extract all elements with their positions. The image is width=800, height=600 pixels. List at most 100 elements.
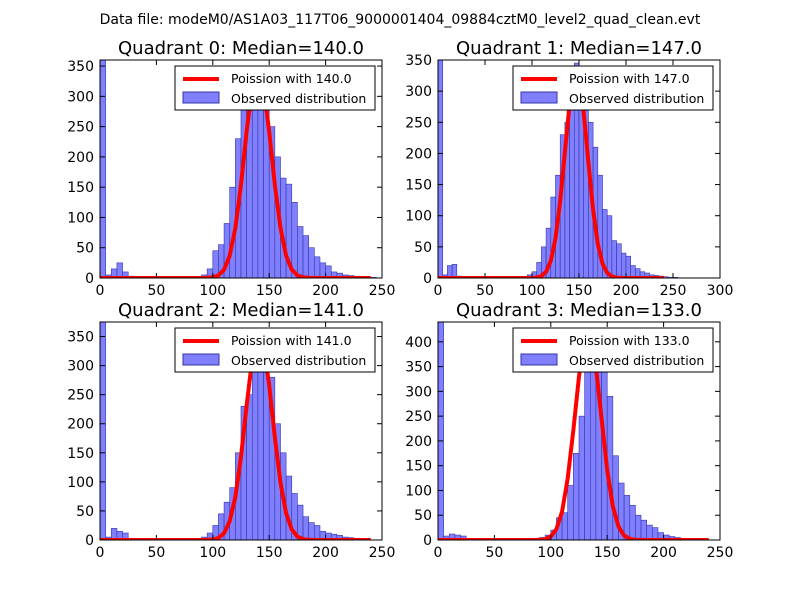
quadrant-2-bar — [302, 516, 309, 540]
quadrant-3-y-tick-label: 200 — [405, 434, 432, 450]
quadrant-2-y-tick-label: 350 — [67, 330, 94, 346]
quadrant-0-plot: Quadrant 0: Median=140.0 0 50 100 150 200 250… — [67, 38, 395, 299]
quadrant-0-y-tick-label: 50 — [76, 241, 94, 257]
quadrant-0-bar — [297, 226, 304, 278]
quadrant-3-y-tick-label: 150 — [405, 459, 432, 475]
quadrant-1-x-tick-label: 150 — [566, 283, 593, 299]
figure-title: Data file: modeM0/AS1A03_117T06_90000014… — [100, 12, 701, 28]
quadrant-2-bar — [251, 371, 259, 540]
quadrant-3-bar — [584, 366, 591, 540]
quadrant-0-x-tick-label: 250 — [369, 283, 396, 299]
quadrant-3-bar — [640, 519, 647, 540]
quadrant-0-y-tick-label: 100 — [67, 210, 94, 226]
quadrant-1-x-tick-label: 300 — [707, 283, 734, 299]
quadrant-1-y-tick-label: 350 — [405, 53, 432, 69]
quadrant-3-legend: Poission with 133.0 Observed distribution — [512, 327, 714, 373]
quadrant-1-legend-poisson-label: Poission with 147.0 — [569, 71, 690, 86]
quadrant-2-title: Quadrant 2: Median=141.0 — [118, 300, 364, 321]
quadrant-2-x-tick-label: 200 — [312, 545, 339, 561]
quadrant-1-bar — [606, 215, 613, 278]
quadrant-3-title: Quadrant 3: Median=133.0 — [456, 300, 702, 321]
quadrant-3-bar — [635, 514, 642, 540]
quadrant-2-y-tick-label: 0 — [85, 533, 94, 549]
quadrant-3-x-tick-label: 250 — [707, 545, 734, 561]
quadrant-1-title: Quadrant 1: Median=147.0 — [456, 38, 702, 59]
quadrant-3-legend-poisson-label: Poission with 133.0 — [569, 333, 690, 348]
quadrant-0-bar — [302, 235, 309, 278]
quadrant-1-plot: Quadrant 1: Median=147.0 0 50 100 150 200 250… — [405, 38, 733, 299]
quadrant-1-x-tick-label: 50 — [476, 283, 494, 299]
quadrant-2-y-tick-label: 50 — [76, 504, 94, 520]
quadrant-0-legend: Poission with 140.0 Observed distribution — [174, 65, 376, 111]
quadrant-3-y-tick-label: 250 — [405, 409, 432, 425]
quadrant-0-y-tick-label: 350 — [67, 59, 94, 75]
quadrant-1-poisson-line — [438, 73, 664, 278]
quadrant-0-bar — [257, 89, 264, 278]
quadrant-3-legend-bar-swatch — [520, 353, 558, 366]
quadrant-3-x-tick-label: 100 — [537, 545, 564, 561]
quadrant-1-x-tick-label: 250 — [660, 283, 687, 299]
quadrant-0-x-tick-label: 50 — [147, 283, 165, 299]
quadrant-2-bar — [246, 394, 253, 540]
quadrant-1-x-tick-label: 100 — [519, 283, 546, 299]
quadrant-3-bar — [561, 512, 569, 540]
quadrant-1-legend-observed-label: Observed distribution — [569, 91, 704, 106]
quadrant-2-y-tick-label: 250 — [67, 388, 94, 404]
quadrant-3-bar — [589, 351, 597, 540]
quadrant-1-y-tick-label: 150 — [405, 178, 432, 194]
quadrant-2-y-tick-label: 300 — [67, 359, 94, 375]
quadrant-2-y-tick-label: 100 — [67, 475, 94, 491]
quadrant-3-y-tick-label: 0 — [423, 533, 432, 549]
quadrant-0-y-tick-label: 150 — [67, 180, 94, 196]
quadrant-1-y-tick-label: 50 — [414, 240, 432, 256]
quadrant-2-x-tick-label: 100 — [199, 545, 226, 561]
quadrant-2-x-tick-label: 50 — [147, 545, 165, 561]
quadrant-0-bar — [308, 247, 315, 278]
quadrant-3-bar — [646, 524, 653, 540]
quadrant-3-x-tick-label: 50 — [485, 545, 503, 561]
quadrant-1-y-tick-label: 250 — [405, 115, 432, 131]
quadrant-0-axes-frame — [99, 59, 383, 279]
quadrant-1-bar — [569, 90, 575, 278]
quadrant-3-bars — [438, 322, 693, 540]
quadrant-3-bar — [629, 505, 636, 540]
quadrant-2-legend-poisson-label: Poission with 141.0 — [231, 333, 352, 348]
quadrant-1-y-tick-label: 0 — [423, 271, 432, 287]
quadrant-0-bar — [116, 262, 123, 278]
quadrant-0-x-tick-label: 0 — [96, 283, 105, 299]
quadrant-0-y-tick-label: 250 — [67, 120, 94, 136]
quadrant-1-legend-bar-swatch — [520, 91, 558, 104]
quadrant-2-x-tick-label: 0 — [96, 545, 105, 561]
quadrant-0-bar — [314, 256, 321, 278]
quadrant-2-legend-bar-swatch — [182, 353, 220, 366]
quadrant-3-poisson-line — [438, 333, 709, 540]
quadrant-0-title: Quadrant 0: Median=140.0 — [118, 38, 364, 59]
quadrant-0-x-tick-label: 100 — [199, 283, 226, 299]
quadrant-3-y-tick-label: 400 — [405, 335, 432, 351]
quadrant-1-x-tick-label: 200 — [613, 283, 640, 299]
quadrant-0-x-tick-label: 150 — [256, 283, 283, 299]
quadrant-0-bar — [319, 262, 326, 278]
quadrant-0-y-tick-label: 300 — [67, 89, 94, 105]
quadrant-3-bar — [578, 415, 585, 540]
quadrant-3-bar — [567, 485, 574, 540]
quadrant-0-bar — [100, 60, 106, 278]
quadrant-1-bar — [438, 60, 443, 278]
quadrant-0-legend-observed-label: Observed distribution — [231, 91, 366, 106]
quadrant-3-x-tick-label: 200 — [650, 545, 677, 561]
quadrant-0-y-tick-label: 200 — [67, 150, 94, 166]
quadrant-2-y-tick-label: 200 — [67, 417, 94, 433]
quadrant-1-bar — [620, 252, 627, 278]
quadrant-1-y-tick-label: 100 — [405, 209, 432, 225]
quadrant-3-y-tick-label: 50 — [414, 508, 432, 524]
quadrant-2-legend-observed-label: Observed distribution — [231, 353, 366, 368]
quadrant-1-bar — [616, 243, 622, 278]
quadrant-1-y-tick-label: 300 — [405, 84, 432, 100]
quadrant-1-x-tick-label: 0 — [434, 283, 443, 299]
quadrant-3-axes-frame — [437, 321, 721, 541]
quadrant-0-legend-poisson-label: Poission with 140.0 — [231, 71, 352, 86]
quadrant-2-bar — [308, 522, 315, 540]
quadrant-0-y-tick-label: 0 — [85, 271, 94, 287]
quadrant-3-x-tick-label: 0 — [434, 545, 443, 561]
quadrant-2-axes-frame — [99, 321, 383, 541]
